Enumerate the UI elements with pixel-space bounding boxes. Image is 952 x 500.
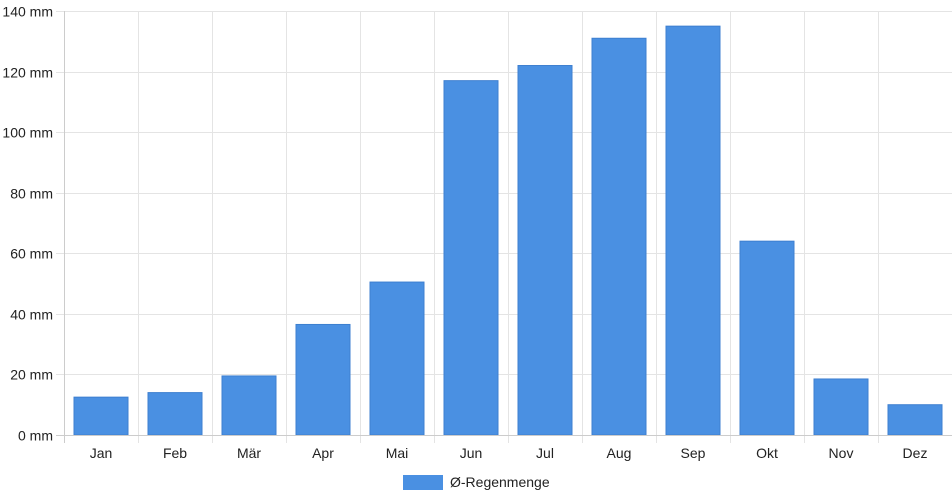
legend-swatch[interactable] bbox=[403, 475, 443, 490]
axes bbox=[56, 11, 952, 443]
x-tick-label: Jul bbox=[536, 445, 554, 461]
x-tick-label: Feb bbox=[163, 445, 187, 461]
bar-sep[interactable] bbox=[665, 25, 721, 436]
bar-dez[interactable] bbox=[887, 404, 943, 436]
x-tick-label: Mär bbox=[237, 445, 261, 461]
x-tick-label: Dez bbox=[903, 445, 928, 461]
y-tick-label: 140 mm bbox=[2, 4, 53, 20]
y-tick-label: 60 mm bbox=[10, 246, 53, 262]
bar-aug[interactable] bbox=[591, 37, 647, 436]
y-tick-label: 40 mm bbox=[10, 307, 53, 323]
bar-mai[interactable] bbox=[369, 281, 425, 436]
legend[interactable]: Ø-Regenmenge bbox=[403, 474, 550, 490]
bar-feb[interactable] bbox=[147, 392, 203, 436]
y-axis-labels: 0 mm 20 mm 40 mm 60 mm 80 mm 100 mm 120 mm 140 … bbox=[2, 4, 53, 444]
bar-mär[interactable] bbox=[221, 375, 277, 436]
bar-jan[interactable] bbox=[73, 396, 129, 436]
y-tick-label: 80 mm bbox=[10, 186, 53, 202]
y-tick-label: 100 mm bbox=[2, 125, 53, 141]
y-tick-label: 120 mm bbox=[2, 65, 53, 81]
x-tick-label: Nov bbox=[829, 445, 854, 461]
x-tick-label: Jan bbox=[90, 445, 113, 461]
x-tick-label: Jun bbox=[460, 445, 483, 461]
x-tick-label: Sep bbox=[681, 445, 706, 461]
x-tick-label: Okt bbox=[756, 445, 778, 461]
bar-apr[interactable] bbox=[295, 323, 351, 436]
bar-nov[interactable] bbox=[813, 378, 869, 436]
bar-jun[interactable] bbox=[443, 80, 499, 436]
x-axis-labels: Jan Feb Mär Apr Mai Jun Jul Aug Sep Okt Nov Dez bbox=[90, 445, 928, 461]
bars bbox=[73, 25, 943, 436]
y-tick-label: 20 mm bbox=[10, 367, 53, 383]
x-tick-label: Apr bbox=[312, 445, 334, 461]
x-tick-label: Aug bbox=[607, 445, 632, 461]
grid bbox=[56, 11, 952, 443]
bar-okt[interactable] bbox=[739, 240, 795, 436]
x-tick-label: Mai bbox=[386, 445, 409, 461]
bar-jul[interactable] bbox=[517, 65, 573, 436]
y-tick-label: 0 mm bbox=[18, 428, 53, 444]
legend-label[interactable]: Ø-Regenmenge bbox=[450, 474, 550, 490]
